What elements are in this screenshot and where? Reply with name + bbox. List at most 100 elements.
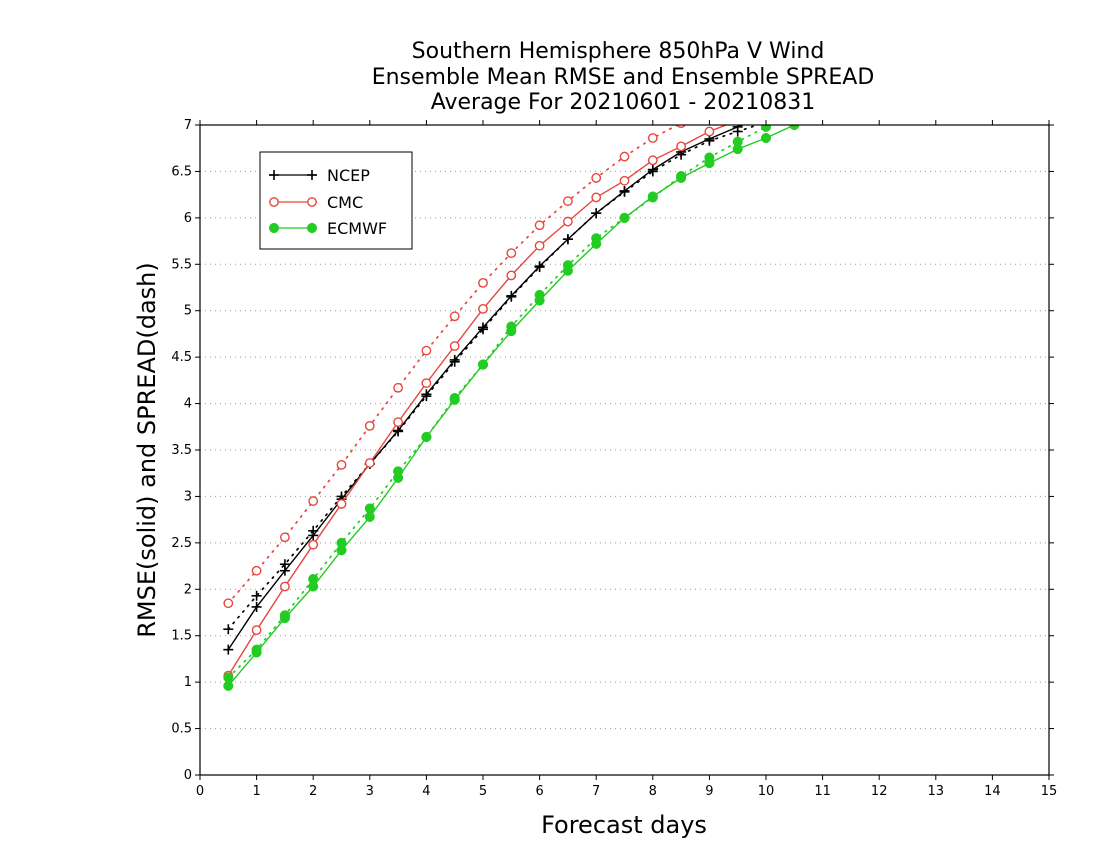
cmc-rmse-point (534, 240, 545, 251)
ecmwf-rmse-point (591, 238, 602, 249)
cmc-spread-point (647, 133, 658, 143)
ecmwf-spread-line (227, 125, 774, 679)
ncep-rmse-point (534, 261, 545, 272)
y-tick-label: 1.5 (171, 629, 192, 644)
cmc-rmse-point (736, 125, 740, 126)
x-tick-label: 15 (1041, 784, 1058, 799)
ncep-rmse-point (449, 354, 460, 365)
legend-marker-right-ecmwf (306, 222, 318, 234)
ecmwf-rmse-point (676, 172, 687, 183)
ncep-rmse-point (591, 208, 602, 219)
legend-marker-ncep (269, 170, 317, 180)
ncep-rmse-point (818, 92, 828, 102)
ecmwf-rmse-point (818, 111, 828, 121)
ecmwf-rmse-point (393, 472, 404, 483)
y-tick-label: 6 (184, 211, 192, 226)
ecmwf-rmse-point (251, 647, 262, 658)
cmc-spread-point (308, 496, 319, 506)
x-tick-label: 5 (479, 784, 487, 799)
ecmwf-spread-point (818, 102, 828, 112)
x-tick-label: 2 (309, 784, 317, 799)
x-tick-label: 3 (366, 784, 374, 799)
cmc-rmse-point (308, 539, 319, 550)
y-tick-label: 1 (184, 675, 192, 690)
y-tick-label: 4.5 (171, 350, 192, 365)
ecmwf-rmse-point (308, 581, 319, 592)
legend: NCEP CMC ECMWF (259, 151, 413, 250)
legend-item-ncep: NCEP (269, 166, 370, 185)
cmc-rmse-point (676, 141, 686, 152)
legend-marker-ecmwf (268, 222, 318, 234)
y-tick-label: 5.5 (171, 257, 192, 272)
cmc-spread-point (619, 151, 630, 162)
cmc-rmse-point (279, 581, 290, 592)
y-tick-label: 3 (184, 489, 192, 504)
ecmwf-rmse-point (647, 191, 658, 202)
ecmwf-rmse-point (449, 394, 460, 405)
x-tick-label: 1 (252, 784, 260, 799)
ecmwf-rmse-point (364, 511, 375, 522)
x-tick-label: 11 (814, 784, 831, 799)
cmc-spread-point (279, 532, 290, 543)
grid-layer (200, 170, 1049, 730)
cmc-spread-point (223, 598, 234, 609)
legend-box (259, 151, 413, 250)
x-tick-label: 0 (196, 784, 204, 799)
cmc-spread-point (449, 311, 460, 322)
y-tick-label: 7 (184, 118, 192, 133)
legend-label-cmc: CMC (327, 193, 363, 212)
ecmwf-rmse-point (477, 359, 489, 370)
y-tick-label: 0.5 (171, 722, 192, 737)
x-axis-label: Forecast days (541, 811, 707, 839)
cmc-rmse-point (364, 458, 375, 468)
ecmwf-rmse-point (732, 144, 743, 155)
ecmwf-rmse-point (506, 326, 517, 337)
legend-label-ncep: NCEP (327, 166, 370, 185)
cmc-rmse-point (393, 417, 403, 428)
x-tick-label: 6 (535, 784, 543, 799)
cmc-spread-point (563, 196, 573, 207)
ncep-rmse-point (251, 601, 262, 612)
ecmwf-rmse-point (534, 295, 545, 306)
legend-marker-right-cmc (307, 197, 317, 207)
series-layer (223, 92, 828, 691)
legend-marker-left-ncep (269, 170, 279, 180)
cmc-rmse-line (227, 125, 728, 677)
cmc-rmse-point (449, 341, 460, 351)
x-tick-label: 4 (422, 784, 430, 799)
cmc-rmse-point (704, 126, 715, 137)
ncep-rmse-point (506, 290, 517, 301)
y-axis-label: RMSE(solid) and SPREAD(dash) (133, 262, 161, 638)
ecmwf-rmse-point (619, 212, 630, 223)
ecmwf-rmse-point (704, 158, 715, 169)
x-tick-label: 13 (928, 784, 945, 799)
ncep-rmse-point (308, 530, 319, 541)
ncep-rmse-point (279, 565, 290, 576)
cmc-spread-point (251, 565, 262, 576)
ncep-spread-point (223, 624, 234, 635)
ncep-rmse-point (421, 389, 432, 400)
ncep-spread-point (818, 101, 828, 111)
x-tick-label: 14 (984, 784, 1001, 799)
y-tick-label: 2.5 (171, 536, 192, 551)
ncep-spread-point (251, 590, 262, 601)
cmc-spread-point (534, 220, 545, 231)
cmc-rmse-point (421, 378, 432, 389)
cmc-spread-point (478, 277, 488, 288)
y-tick-label: 0 (184, 768, 192, 783)
ecmwf-rmse-point (336, 545, 347, 556)
legend-marker-right-ncep (307, 170, 317, 180)
ncep-rmse-point (647, 164, 658, 175)
y-tick-label: 5 (184, 304, 192, 319)
ecmwf-rmse-point (223, 680, 234, 691)
legend-item-ecmwf: ECMWF (268, 219, 387, 238)
y-tick-label: 4 (184, 397, 192, 412)
cmc-rmse-point (563, 216, 573, 227)
chart-title-line-1: Southern Hemisphere 850hPa V Wind (412, 39, 825, 64)
cmc-rmse-point (619, 175, 630, 186)
cmc-spread-point (393, 382, 403, 393)
ecmwf-rmse-line (227, 125, 797, 687)
ecmwf-rmse-point (562, 265, 573, 276)
cmc-spread-point (591, 173, 602, 183)
